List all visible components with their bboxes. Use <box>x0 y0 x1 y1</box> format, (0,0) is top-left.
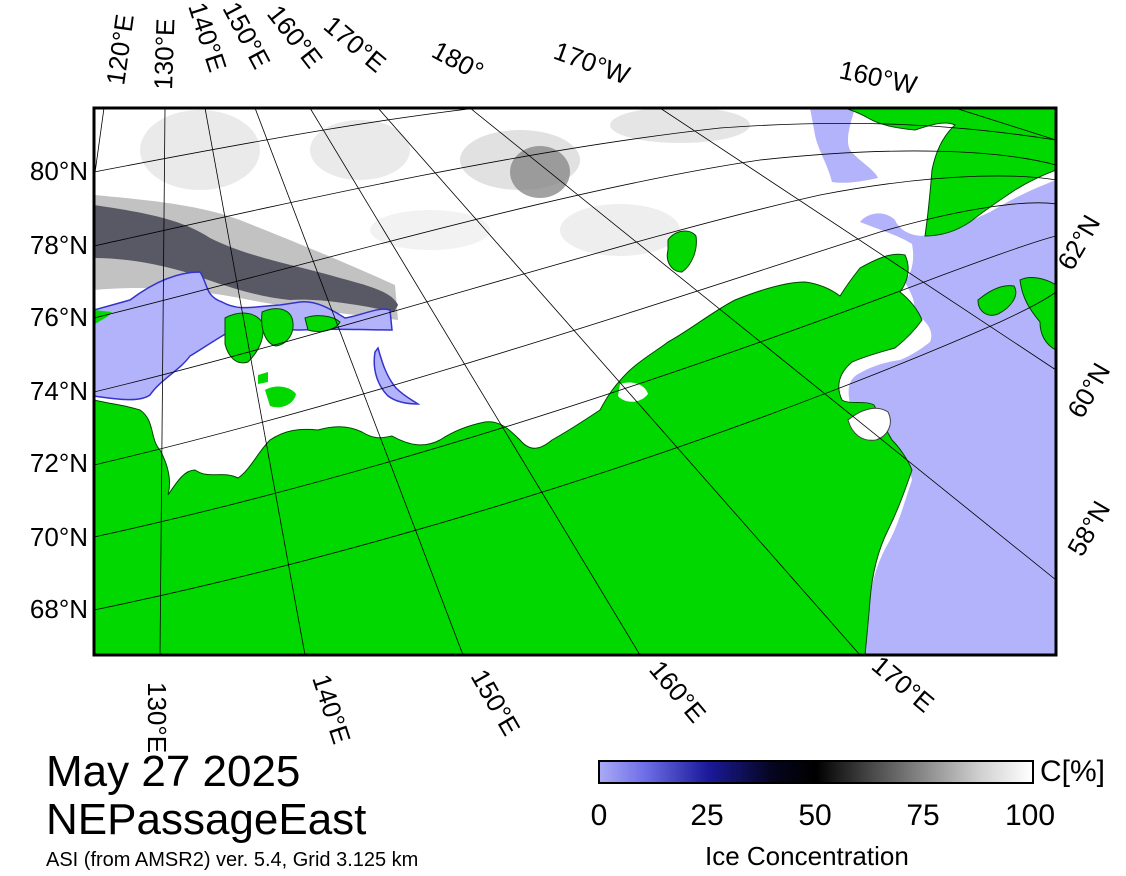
lon-label-bottom-160e: 160°E <box>643 655 712 729</box>
colorbar-tick-0: 0 <box>590 799 608 832</box>
lon-label-top-170w: 170°W <box>550 35 634 90</box>
lyakhovsky-island <box>265 386 296 408</box>
lat-label-74n: 74°N <box>30 376 88 406</box>
meridian-150e <box>254 108 464 655</box>
laptev-open-water <box>94 271 393 401</box>
new-siberia-island <box>261 308 294 347</box>
meridian-170w <box>659 108 1056 371</box>
anadyr-ice <box>847 407 891 441</box>
meridian-180 <box>469 108 1056 581</box>
siberia-land <box>94 253 923 655</box>
map-frame <box>92 106 1058 657</box>
region-title: NEPassageEast <box>46 795 367 844</box>
parallel-68n <box>94 291 1056 611</box>
meridian-140e <box>204 108 306 655</box>
parallel-80n <box>94 108 481 173</box>
lat-label-70n: 70°N <box>30 522 88 552</box>
lon-label-bottom-170e: 170°E <box>866 650 940 719</box>
lon-label-top-160w: 160°W <box>837 55 920 101</box>
meridian-170e <box>377 108 861 655</box>
parallel-78n <box>94 122 1056 247</box>
lat-label-62n: 62°N <box>1051 210 1106 275</box>
lon-label-top-180: 180° <box>427 35 489 87</box>
bay-ice <box>618 382 648 402</box>
map-body <box>94 108 1056 655</box>
wrangel-island <box>666 230 697 273</box>
colorbar-tick-50: 50 <box>798 799 832 832</box>
meridian-130e <box>159 108 166 655</box>
lat-label-72n: 72°N <box>30 448 88 478</box>
colorbar-unit: C[%] <box>1040 755 1106 788</box>
meridian-160w <box>954 108 1056 141</box>
lon-label-top-160e: 160°E <box>261 0 328 74</box>
st-lawrence-island <box>977 285 1017 316</box>
colorbar-tick-25: 25 <box>690 799 724 832</box>
lon-label-bottom-130e: 130°E <box>142 682 172 753</box>
ice-texture <box>140 108 750 256</box>
meridian-120e <box>94 108 105 181</box>
lon-label-bottom-140e: 140°E <box>306 671 357 748</box>
east-siberian-polynya <box>373 346 421 405</box>
lon-label-top-120e: 120°E <box>100 12 140 87</box>
lat-label-80n: 80°N <box>30 156 88 186</box>
chukchi-north-water <box>810 108 878 183</box>
graticule <box>94 108 1056 655</box>
lon-label-bottom-150e: 150°E <box>465 664 527 741</box>
lon-label-top-170e: 170°E <box>318 10 392 79</box>
lat-label-68n: 68°N <box>30 594 88 624</box>
source-line: ASI (from AMSR2) ver. 5.4, Grid 3.125 km <box>46 849 419 871</box>
meridian-160e <box>309 108 641 655</box>
colorbar-tick-100: 100 <box>1004 799 1056 832</box>
parallel-72n <box>94 202 1056 466</box>
lat-label-60n: 60°N <box>1061 358 1116 423</box>
colorbar-label: Ice Concentration <box>705 841 909 871</box>
parallel-76n <box>94 150 1056 319</box>
colorbar <box>598 760 1034 784</box>
colorbar-tick-75: 75 <box>906 799 940 832</box>
lat-label-76n: 76°N <box>30 302 88 332</box>
date-title: May 27 2025 <box>46 747 301 796</box>
lat-label-58n: 58°N <box>1061 496 1116 561</box>
parallel-74n <box>94 175 1056 393</box>
taimyr-land <box>94 310 112 325</box>
lat-label-78n: 78°N <box>30 230 88 260</box>
seward-land <box>1019 277 1056 351</box>
parallel-70n <box>94 235 1056 538</box>
bennett-island <box>304 315 341 333</box>
small-islet <box>258 372 268 384</box>
lon-label-top-130e: 130°E <box>148 18 180 90</box>
